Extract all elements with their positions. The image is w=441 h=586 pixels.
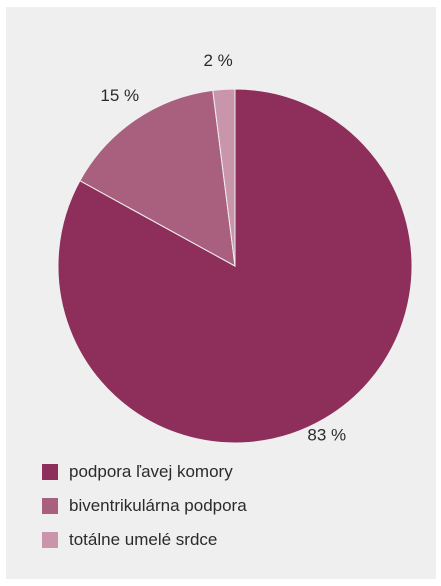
slice-value-label-left-ventricle-support: 83 % xyxy=(307,426,346,445)
legend-item: podpora ľavej komory xyxy=(42,455,247,489)
legend-swatch xyxy=(42,498,58,514)
legend: podpora ľavej komory biventrikulárna pod… xyxy=(42,455,247,557)
pie-slice-biventricular-support xyxy=(79,89,236,267)
legend-item: totálne umelé srdce xyxy=(42,523,247,557)
legend-swatch xyxy=(42,464,58,480)
pie-slice-left-ventricle-support xyxy=(57,88,413,444)
pie-slice-total-artificial-heart xyxy=(212,88,236,267)
legend-swatch xyxy=(42,532,58,548)
slice-value-label-biventricular-support: 15 % xyxy=(100,86,139,105)
legend-label: totálne umelé srdce xyxy=(69,530,218,549)
legend-label: podpora ľavej komory xyxy=(69,462,233,481)
legend-label: biventrikulárna podpora xyxy=(69,496,247,515)
legend-item: biventrikulárna podpora xyxy=(42,489,247,523)
slice-value-label-total-artificial-heart: 2 % xyxy=(203,51,232,70)
